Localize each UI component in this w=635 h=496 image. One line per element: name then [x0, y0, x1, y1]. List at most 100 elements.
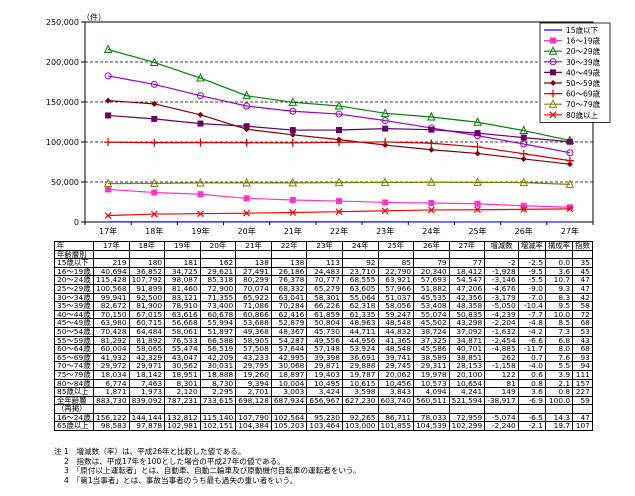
data-point: [289, 197, 296, 204]
table-cell: 0.8: [544, 387, 574, 397]
data-point: [104, 72, 112, 80]
data-point: [197, 191, 204, 198]
y-axis: 0 50,000 100,000 150,000 200,000 250,000: [46, 18, 85, 227]
table-cell: 97,878: [128, 421, 166, 432]
data-point: [519, 125, 529, 135]
table-cell: 102,299: [448, 421, 486, 432]
legend-label: 50～59歳: [566, 78, 601, 88]
table-cell: 38,724: [413, 326, 450, 337]
table-cell: 18,897: [270, 369, 308, 380]
row-label: 75～79歳: [54, 369, 94, 380]
table-cell: 65,279: [306, 283, 343, 294]
table-cell: 839,092: [128, 395, 166, 406]
y-tick-label: 150,000: [46, 98, 79, 107]
table-cell: 883,730: [93, 395, 130, 406]
data-point: [151, 115, 158, 122]
x-tick-label: 25年: [468, 226, 486, 236]
table-cell: 64,484: [128, 326, 166, 337]
table-row: 75～79歳 18,034 18,142 18,951 18,888 19,260 18,8…: [54, 369, 593, 380]
row-label: 85歳以上: [54, 387, 94, 397]
data-point: [289, 107, 297, 115]
data-point: [288, 138, 297, 147]
x-tick-label: 27年: [561, 226, 579, 236]
table-cell: 20年: [199, 241, 237, 251]
table-cell: 77: [448, 258, 486, 268]
table-row: 85歳以上 1,871 1,973 2,120 2,295 2,701 3,003 3,424…: [54, 387, 593, 397]
table-cell: 35: [572, 258, 593, 268]
data-point: [196, 92, 204, 100]
data-point: [149, 57, 159, 66]
table-cell: -5,050: [484, 301, 519, 311]
data-point: [197, 210, 204, 218]
table-cell: 81,900: [128, 301, 166, 311]
legend-label: 40～49歳: [566, 67, 601, 77]
table-cell: 57,644: [270, 344, 308, 354]
table-cell: 2,295: [199, 387, 237, 397]
data-point: [151, 100, 158, 107]
table-cell: 138: [235, 258, 272, 268]
data-point: [549, 58, 557, 66]
table-cell: 0.6: [517, 369, 546, 380]
x-axis: 17年 18年 19年 20年 21年 22年 23年 24年 25年 26年 27年: [84, 222, 594, 236]
table-cell: -4.2: [517, 326, 546, 337]
data-point: [197, 111, 204, 118]
series-line: [107, 75, 571, 154]
data-point: [474, 150, 481, 157]
plot-area: [103, 44, 575, 223]
table-cell: 45,730: [306, 326, 343, 337]
y-tick-label: 200,000: [46, 58, 79, 67]
table-cell: 3,003: [270, 387, 308, 397]
legend: 15歳以下16～19歳20～29歳30～39歳40～49歳50～59歳60～69…: [539, 22, 611, 123]
table-cell: 100.0: [544, 395, 574, 406]
data-point: [197, 120, 204, 127]
note-line: 注 1 増減数（率）は、平成26年と比較した値である。: [54, 447, 246, 456]
table-cell: 60,004: [93, 344, 130, 354]
series-line: [107, 48, 571, 141]
table-cell: -6.9: [517, 395, 546, 406]
data-point: [519, 177, 529, 187]
table-cell: 53,924: [341, 344, 379, 354]
x-tick-label: 18年: [145, 226, 163, 236]
data-point: [550, 80, 556, 86]
data-point: [427, 111, 436, 121]
x-tick-label: 21年: [284, 226, 302, 236]
table-cell: 122: [484, 369, 519, 380]
table-cell: 17年: [93, 241, 130, 251]
table-cell: 増減率: [517, 241, 546, 251]
table-subheader-row: 年齢層別: [54, 249, 593, 260]
table-cell: 82,672: [93, 301, 130, 311]
table-cell: 627,230: [341, 395, 379, 406]
table-row: 65歳以上 98,583 97,878 102,981 102,151 104,384 10…: [54, 421, 593, 432]
table-cell: 733,615: [199, 395, 237, 406]
table-cell: 3,598: [341, 387, 379, 397]
data-point: [105, 186, 112, 193]
table-row: 50～54歳 70,428 64,484 58,061 51,897 49,368 48,3…: [54, 326, 593, 337]
table-cell: -2.5: [517, 258, 546, 268]
table-cell: 98,583: [93, 421, 130, 432]
data-point: [473, 117, 482, 126]
series-line: [108, 181, 570, 185]
table-cell: 18年: [128, 241, 166, 251]
table-cell: 4,241: [448, 387, 486, 397]
table-cell: 増減数: [484, 241, 519, 251]
x-tick-label: 26年: [515, 226, 533, 236]
data-point: [474, 206, 481, 214]
table-cell: 103,464: [306, 421, 343, 432]
table-cell: 698,128: [235, 395, 272, 406]
table-cell: 25年: [377, 241, 415, 251]
table-cell: -9.0: [517, 283, 546, 294]
table-cell: 560,511: [413, 395, 450, 406]
data-point: [520, 202, 527, 209]
data-point: [242, 90, 251, 100]
table-cell: 59: [572, 395, 593, 406]
table-cell: 58,056: [377, 301, 415, 311]
table-cell: 3,843: [377, 387, 415, 397]
table-cell: 85: [377, 258, 415, 268]
table-cell: 91,899: [128, 283, 166, 294]
table-cell: 48,358: [448, 301, 486, 311]
legend-label: 30～39歳: [566, 57, 601, 67]
table-cell: 9.3: [544, 283, 574, 294]
table-row: 65～69歳 41,932 42,329 43,047 42,209 43,233 42,9…: [54, 352, 593, 363]
data-point: [243, 209, 251, 217]
table-cell: 57,966: [377, 283, 415, 294]
